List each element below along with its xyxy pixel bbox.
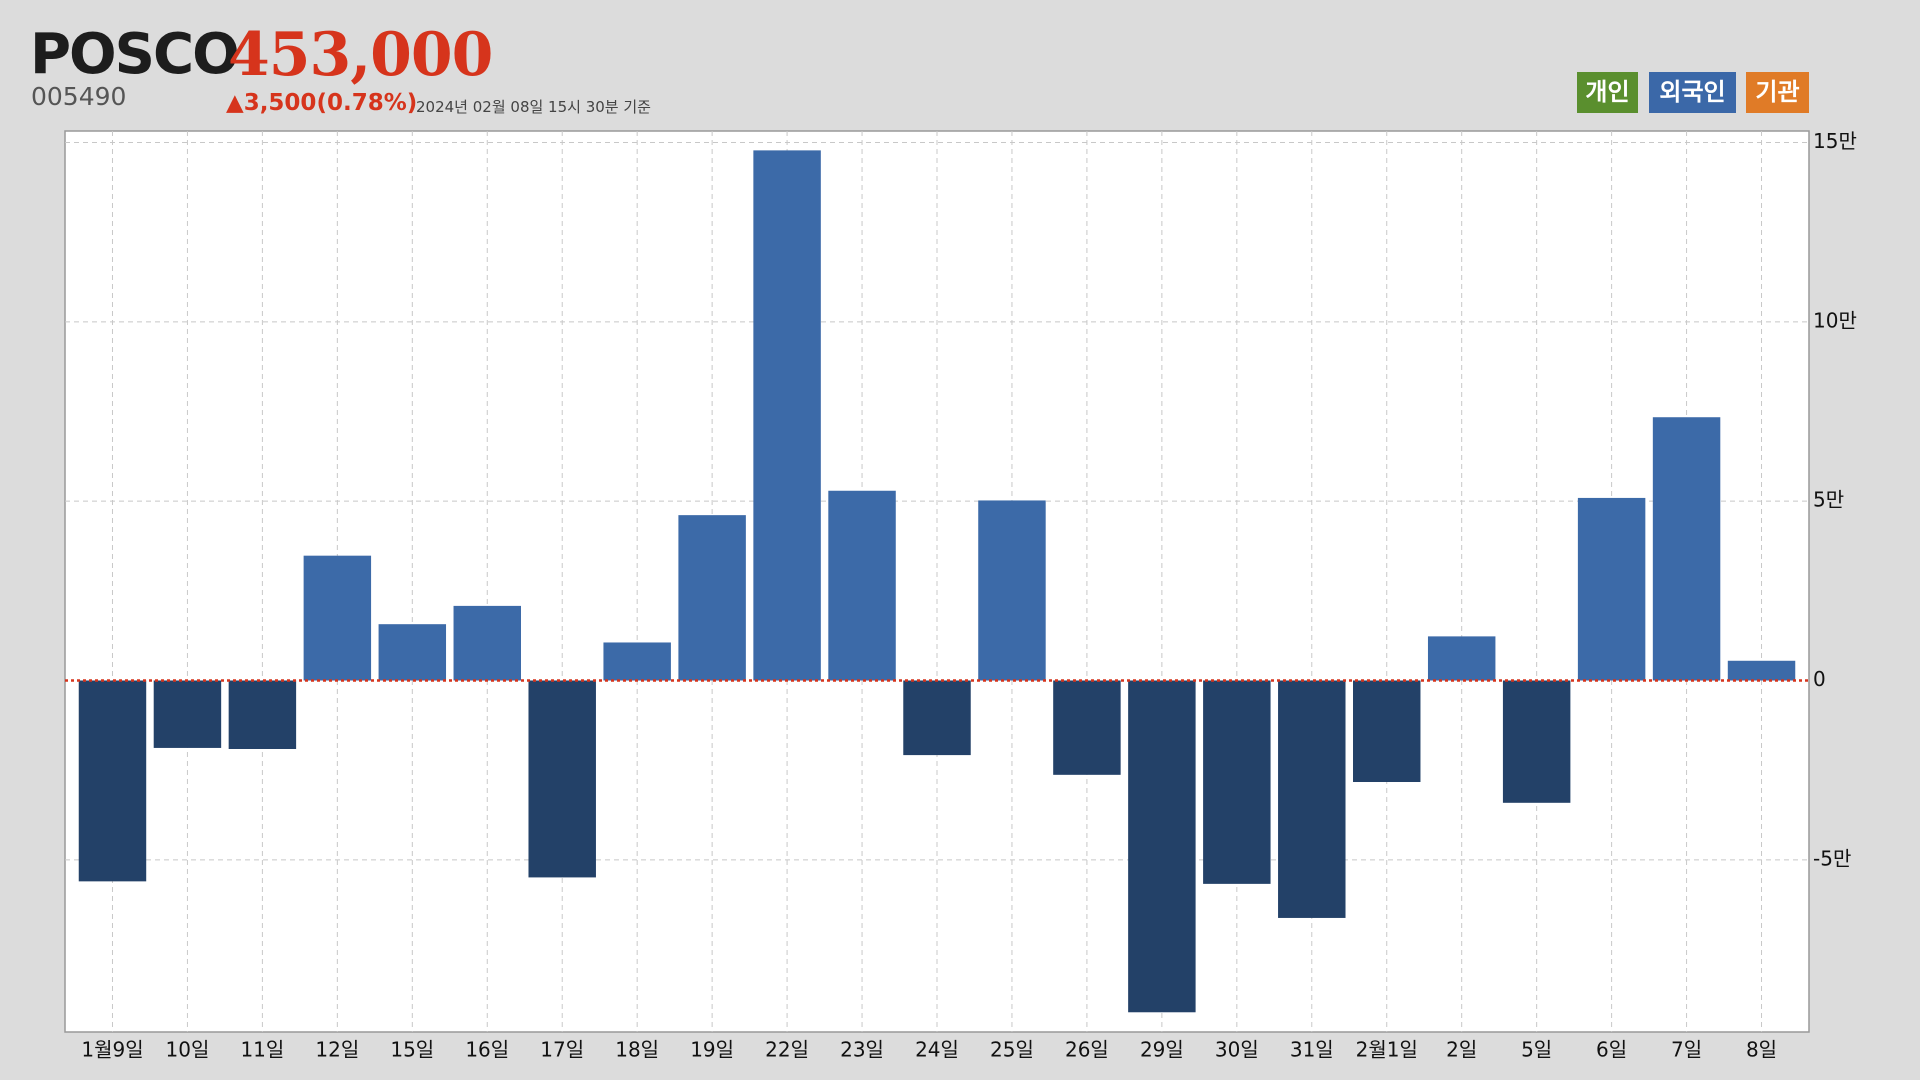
bar <box>978 500 1046 681</box>
legend-button[interactable]: 개인 <box>1577 72 1638 113</box>
bar <box>1577 497 1646 681</box>
x-tick-label: 2월1일 <box>1356 1038 1418 1062</box>
legend-button[interactable]: 외국인 <box>1649 72 1736 113</box>
x-tick-label: 11일 <box>240 1038 284 1062</box>
y-tick-label: 0 <box>1813 667 1826 691</box>
bar <box>303 555 372 681</box>
legend-button[interactable]: 기관 <box>1746 72 1809 113</box>
x-tick-label: 24일 <box>915 1038 959 1062</box>
bar <box>903 680 971 756</box>
bar <box>678 515 746 681</box>
bar <box>78 680 147 882</box>
bar <box>753 150 821 681</box>
x-tick-label: 18일 <box>615 1038 659 1062</box>
x-tick-label: 23일 <box>840 1038 884 1062</box>
bar <box>1203 680 1271 884</box>
stock-price: 453,000 <box>228 20 493 90</box>
bar <box>1278 680 1346 918</box>
x-tick-label: 16일 <box>465 1038 509 1062</box>
x-tick-label: 15일 <box>390 1038 434 1062</box>
bar <box>1353 680 1421 783</box>
stock-code: 005490 <box>31 82 127 111</box>
bar <box>153 680 222 748</box>
bar <box>228 680 297 750</box>
bar <box>603 642 671 681</box>
x-tick-label: 1월9일 <box>81 1038 143 1062</box>
x-tick-label: 25일 <box>990 1038 1034 1062</box>
bar <box>1053 680 1121 775</box>
bar <box>828 490 896 681</box>
y-tick-label: -5만 <box>1813 846 1851 870</box>
x-tick-label: 17일 <box>540 1038 584 1062</box>
bar <box>1652 417 1721 681</box>
timestamp: 2024년 02월 08일 15시 30분 기준 <box>416 98 651 116</box>
x-tick-label: 26일 <box>1065 1038 1109 1062</box>
x-tick-label: 5일 <box>1521 1038 1552 1062</box>
x-tick-label: 22일 <box>765 1038 809 1062</box>
bar <box>528 680 596 878</box>
y-tick-label: 5만 <box>1813 488 1844 512</box>
x-tick-label: 12일 <box>315 1038 359 1062</box>
bar <box>1128 680 1196 1013</box>
bar <box>453 605 521 681</box>
x-tick-label: 29일 <box>1140 1038 1184 1062</box>
x-tick-label: 31일 <box>1290 1038 1334 1062</box>
bar <box>378 624 447 681</box>
stock-name: POSCO <box>30 22 240 87</box>
bar <box>1502 680 1571 803</box>
x-tick-label: 19일 <box>690 1038 734 1062</box>
y-tick-label: 15만 <box>1813 129 1857 153</box>
bar <box>1427 636 1496 681</box>
x-tick-label: 8일 <box>1746 1038 1777 1062</box>
price-change: ▲3,500(0.78%) <box>226 90 418 116</box>
x-tick-label: 30일 <box>1215 1038 1259 1062</box>
x-tick-label: 2일 <box>1446 1038 1477 1062</box>
bar <box>1727 660 1796 681</box>
x-tick-label: 10일 <box>166 1038 210 1062</box>
y-tick-label: 10만 <box>1813 308 1857 332</box>
x-tick-label: 7일 <box>1671 1038 1702 1062</box>
x-tick-label: 6일 <box>1596 1038 1627 1062</box>
